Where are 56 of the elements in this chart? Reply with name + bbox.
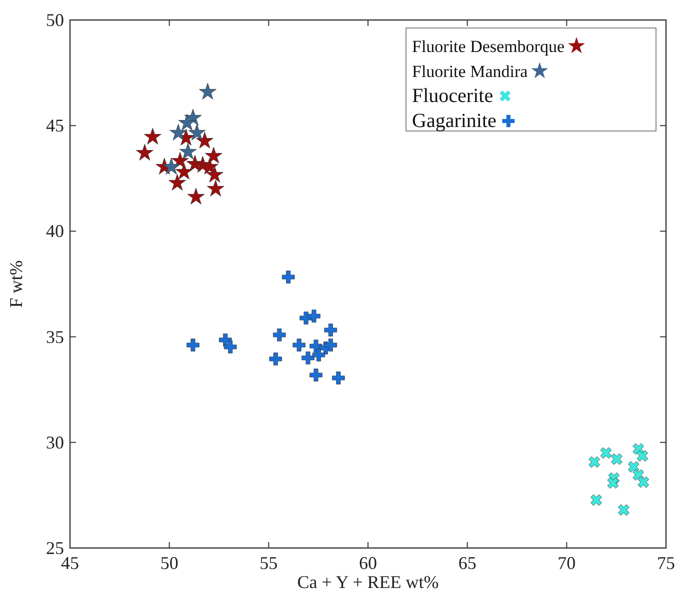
- point: [324, 324, 338, 336]
- point: [162, 158, 180, 174]
- point: [618, 504, 630, 516]
- point: [282, 270, 295, 284]
- point: [168, 174, 186, 190]
- x-tick-label: 50: [160, 553, 178, 573]
- point: [269, 352, 282, 366]
- y-tick-label: 30: [46, 432, 64, 452]
- point: [590, 494, 602, 506]
- point: [310, 368, 322, 382]
- legend-label: Fluocerite: [412, 85, 494, 107]
- x-tick-label: 60: [359, 553, 377, 573]
- point: [175, 162, 193, 180]
- legend-label: Fluorite Mandira: [412, 62, 528, 81]
- y-tick-label: 50: [46, 10, 64, 30]
- point: [170, 124, 187, 140]
- x-tick-label: 65: [458, 553, 476, 573]
- point: [292, 338, 306, 352]
- point: [607, 477, 619, 489]
- point: [186, 338, 200, 352]
- x-tick-label: 55: [260, 553, 278, 573]
- point: [628, 461, 640, 473]
- point: [312, 348, 326, 362]
- x-tick-label: 70: [558, 553, 576, 573]
- point: [308, 310, 320, 322]
- y-tick-label: 35: [46, 326, 64, 347]
- point: [224, 340, 237, 354]
- point: [206, 166, 224, 182]
- point: [187, 188, 205, 204]
- point: [196, 132, 214, 148]
- point: [302, 352, 314, 364]
- y-tick-label: 40: [46, 221, 64, 242]
- legend-label: Fluorite Desemborque: [412, 37, 564, 56]
- point: [144, 128, 162, 144]
- point: [600, 447, 612, 459]
- point: [136, 144, 154, 160]
- point: [273, 328, 286, 342]
- y-tick-label: 45: [46, 116, 64, 136]
- y-tick-label: 25: [46, 538, 64, 558]
- point: [178, 114, 196, 131]
- point: [206, 180, 224, 196]
- point: [611, 453, 622, 465]
- point: [588, 456, 600, 468]
- point: [179, 142, 197, 160]
- y-axis-title: F wt%: [6, 260, 26, 308]
- point: [204, 146, 222, 164]
- point: [332, 372, 345, 384]
- legend-label: Gagarinite: [412, 110, 497, 132]
- x-axis-title: Ca + Y + REE wt%: [297, 572, 439, 592]
- point: [324, 338, 338, 352]
- point: [188, 124, 206, 140]
- point: [636, 450, 648, 462]
- x-tick-label: 45: [61, 553, 79, 573]
- point: [198, 82, 216, 100]
- point: [638, 476, 650, 488]
- x-tick-label: 75: [657, 553, 675, 573]
